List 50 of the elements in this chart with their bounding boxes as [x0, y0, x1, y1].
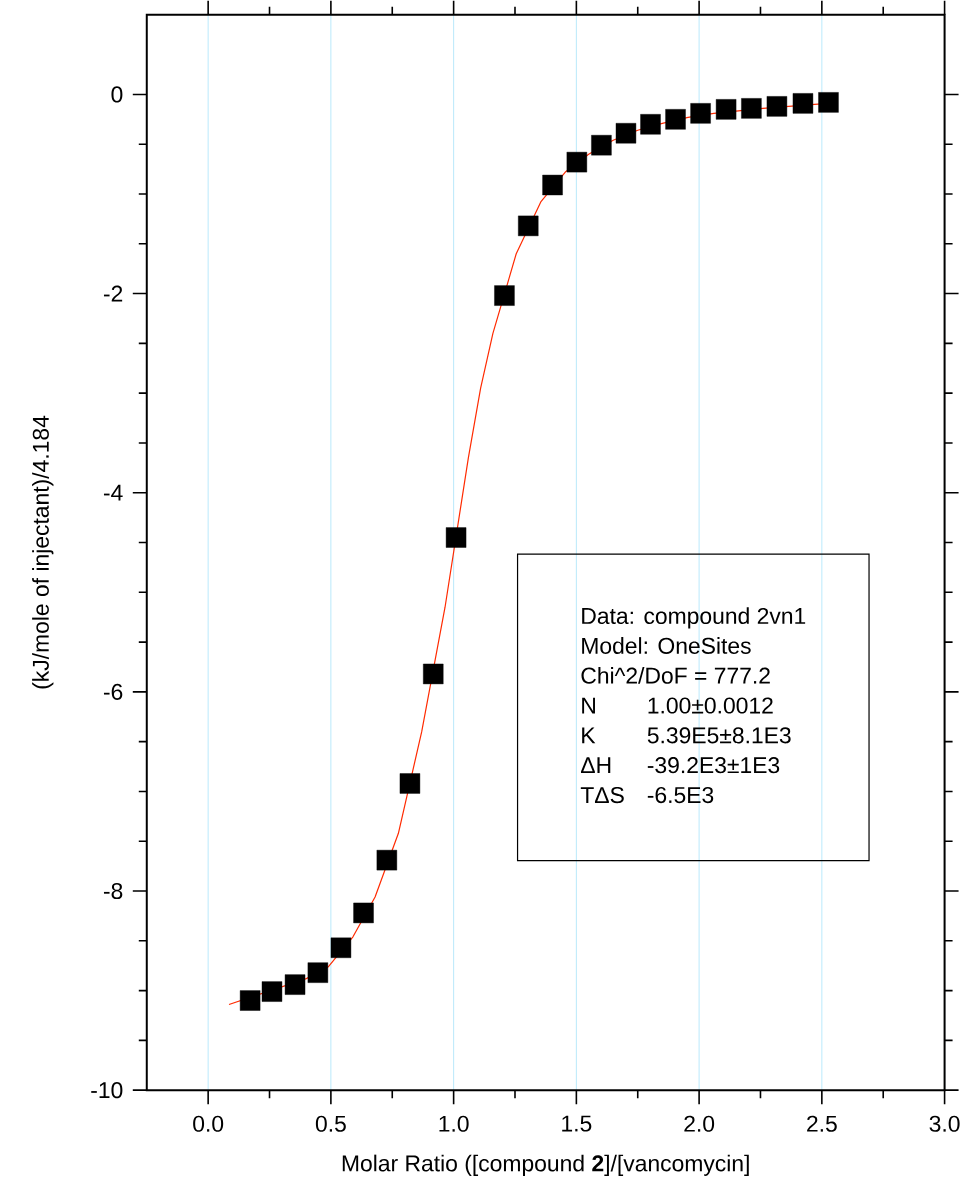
point	[240, 990, 261, 1011]
point	[766, 96, 788, 117]
point	[376, 849, 398, 871]
point	[284, 974, 306, 995]
y-axis-title: (kJ/mole of injectant)/4.184	[32, 415, 54, 689]
annotation: -39.2E3±1E3	[647, 757, 780, 774]
point	[261, 981, 283, 1002]
point	[640, 114, 661, 135]
annotation: Chi^2/DoF = 777.2	[581, 666, 770, 684]
point	[818, 92, 839, 113]
x-axis-title: Molar Ratio ([compound 2]/[vancomycin]	[342, 1154, 749, 1176]
point	[566, 151, 588, 173]
x-tick-label: 2.5	[807, 1115, 837, 1132]
y-tick-label: -8	[104, 882, 123, 900]
point	[423, 663, 444, 685]
y-tick-label: 0	[111, 86, 123, 103]
point	[690, 103, 711, 124]
point	[445, 527, 467, 548]
point	[353, 902, 374, 924]
point	[716, 99, 737, 120]
x-tick-label: 0.0	[193, 1115, 224, 1132]
y-tick-label: -6	[104, 683, 123, 700]
x-tick-label: 3.0	[929, 1115, 960, 1132]
point	[330, 937, 352, 958]
annotation: ΔH	[581, 757, 611, 774]
point	[518, 215, 539, 237]
annotation: Model: OneSites	[582, 637, 751, 654]
point	[665, 109, 686, 130]
annotation: 5.39E5±8.1E3	[647, 727, 791, 744]
annotation: 1.00±0.0012	[648, 697, 773, 714]
point	[591, 135, 612, 156]
point	[542, 174, 563, 196]
annotation: K	[582, 727, 596, 744]
point	[494, 285, 515, 306]
annotation: N	[582, 697, 596, 714]
point	[307, 962, 329, 983]
x-tick-label: 1.5	[562, 1115, 592, 1132]
y-tick-label: -4	[104, 484, 123, 501]
point	[792, 93, 814, 114]
x-tick-label: 0.5	[315, 1115, 346, 1132]
annotation: TΔS	[580, 786, 624, 804]
x-tick-label: 2.0	[684, 1115, 715, 1132]
annotation: Data: compound 2vn1	[582, 607, 806, 629]
point	[399, 773, 421, 794]
x-tick-label: 1.0	[439, 1115, 469, 1132]
point	[615, 123, 637, 144]
y-tick-label: -2	[104, 285, 123, 302]
point	[741, 98, 762, 119]
y-tick-label: -10	[91, 1082, 123, 1099]
annotation: -6.5E3	[647, 786, 714, 804]
